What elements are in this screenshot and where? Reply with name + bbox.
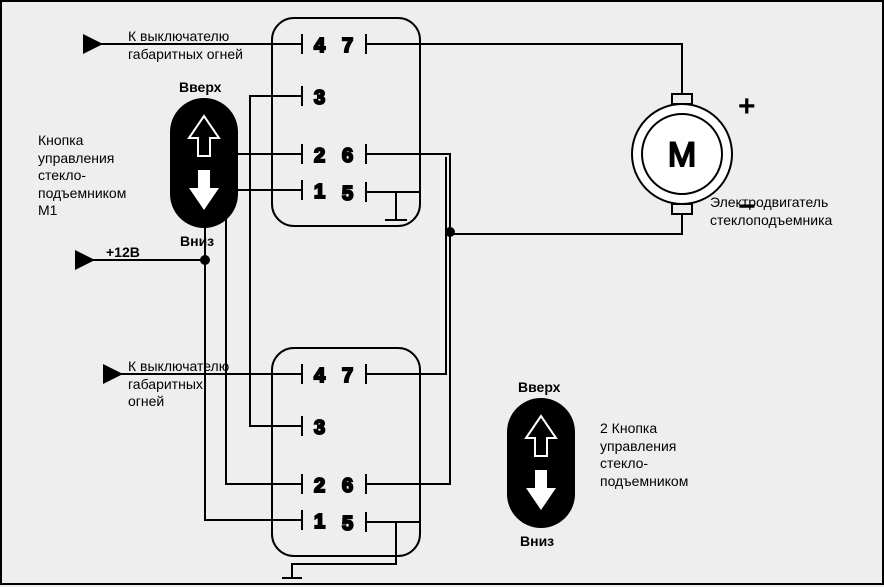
label-motor: Электродвигатель стеклоподъемника — [710, 194, 832, 229]
svg-text:3: 3 — [314, 87, 325, 109]
svg-text:M: M — [668, 136, 696, 174]
label-plus: + — [738, 90, 756, 124]
svg-text:5: 5 — [342, 513, 353, 535]
switches: 1 2 3 4 5 6 7 1 2 3 4 5 6 7 — [272, 18, 420, 556]
svg-text:1: 1 — [314, 511, 325, 533]
svg-text:6: 6 — [342, 145, 353, 167]
label-down-2: Вниз — [520, 533, 554, 551]
svg-text:1: 1 — [314, 181, 325, 203]
wiring-diagram: 1 2 3 4 5 6 7 1 2 3 4 5 6 7 M К выключателю габаритны… — [0, 0, 884, 585]
label-up-2: Вверх — [518, 379, 560, 397]
svg-text:7: 7 — [342, 365, 353, 387]
svg-text:2: 2 — [314, 145, 325, 167]
label-down-1: Вниз — [180, 233, 214, 251]
label-bottom-left: К выключателю габаритных огней — [128, 358, 229, 411]
svg-text:4: 4 — [314, 35, 326, 57]
svg-text:2: 2 — [314, 475, 325, 497]
svg-text:5: 5 — [342, 183, 353, 205]
svg-text:3: 3 — [314, 417, 325, 439]
svg-text:4: 4 — [314, 365, 326, 387]
label-up-1: Вверх — [179, 79, 221, 97]
label-top-left: К выключателю габаритных огней — [128, 28, 243, 63]
label-m1: Кнопка управления стекло- подъемником М1 — [38, 132, 126, 220]
label-12v: +12В — [106, 244, 140, 262]
label-m2: 2 Кнопка управления стекло- подъемником — [600, 420, 688, 490]
svg-text:7: 7 — [342, 35, 353, 57]
svg-text:6: 6 — [342, 475, 353, 497]
